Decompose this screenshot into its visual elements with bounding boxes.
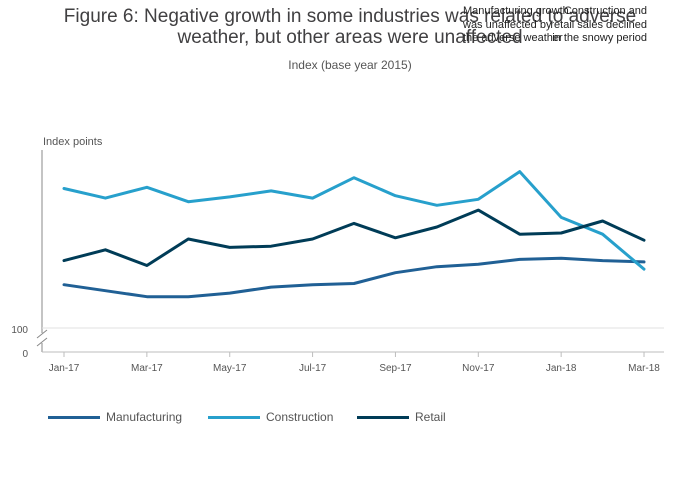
annotation-manufacturing: Manufacturing growth was unaffected by t… — [463, 5, 569, 44]
series-line-retail — [62, 208, 646, 267]
axis-break-mark-top — [36, 329, 48, 339]
axis-break-mark-bottom — [36, 337, 48, 347]
legend-label-manufacturing: Manufacturing — [106, 410, 183, 424]
legend-label-retail: Retail — [415, 410, 446, 424]
legend-item-retail[interactable]: Retail — [357, 408, 446, 426]
axes: 0 100 Jan-17 Mar-17 May-17 Jul-17 Sep-17 Nov-17… — [11, 150, 664, 374]
x-tick-label: Sep-17 — [379, 363, 412, 374]
chart-subtitle: Index (base year 2015) — [288, 58, 412, 72]
x-tick-label: Jan-17 — [49, 363, 80, 374]
legend-label-construction: Construction — [266, 410, 334, 424]
annotations: Manufacturing growth was unaffected by t… — [462, 5, 700, 55]
x-tick-label: Jul-17 — [299, 363, 327, 374]
legend-item-manufacturing[interactable]: Manufacturing — [48, 408, 182, 426]
series-line-manufacturing — [62, 256, 646, 299]
x-tick-label: Mar-17 — [131, 363, 163, 374]
legend-item-construction[interactable]: Construction — [208, 408, 333, 426]
y-tick-label: 100 — [11, 325, 28, 336]
x-tick-label: Jan-18 — [546, 363, 577, 374]
series-line-construction — [62, 170, 646, 271]
x-tick-label: Mar-18 — [628, 363, 660, 374]
y-axis-label: Index points — [43, 136, 103, 148]
legend-swatch-construction — [208, 415, 260, 419]
legend-swatch-manufacturing — [48, 415, 100, 419]
series-lines — [62, 170, 646, 299]
annotation-construction-retail: Construction and retail sales declined i… — [550, 5, 647, 44]
y-tick-label: 0 — [22, 349, 28, 360]
x-tick-label: Nov-17 — [462, 363, 495, 374]
x-tick-label: May-17 — [213, 363, 247, 374]
legend-swatch-retail — [357, 415, 409, 419]
chart-title: Figure 6: Negative growth in some indust… — [63, 6, 637, 48]
